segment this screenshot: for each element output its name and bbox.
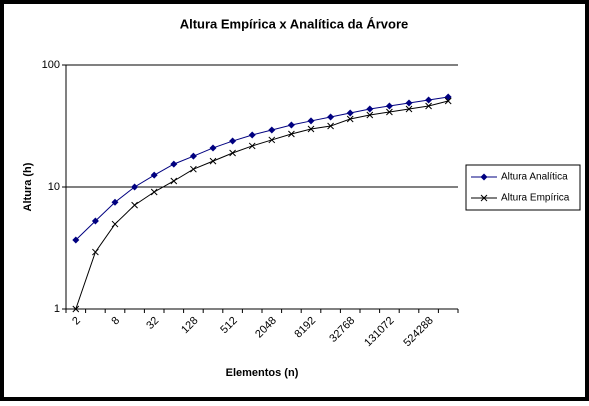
marker	[346, 115, 354, 123]
legend-label: Altura Analítica	[501, 172, 568, 183]
y-tick-label: 10	[48, 181, 60, 193]
marker	[425, 96, 433, 104]
legend	[465, 164, 581, 211]
marker	[425, 102, 432, 110]
marker	[170, 160, 178, 168]
marker	[307, 117, 315, 125]
marker	[327, 113, 335, 121]
legend-label: Altura Empírica	[501, 193, 570, 204]
marker	[327, 122, 334, 130]
marker	[189, 152, 197, 160]
marker	[405, 99, 413, 107]
marker	[170, 177, 178, 185]
marker	[405, 105, 413, 113]
marker	[248, 142, 256, 150]
marker	[307, 125, 315, 133]
marker	[248, 131, 256, 139]
marker	[229, 137, 237, 145]
marker	[91, 217, 99, 225]
marker	[111, 220, 119, 228]
marker	[385, 102, 393, 110]
series-line	[75, 96, 449, 241]
y-tick-label: 1	[54, 303, 60, 315]
series-line	[75, 100, 449, 310]
marker	[150, 171, 158, 179]
y-tick-label: 100	[42, 59, 60, 71]
marker	[287, 121, 295, 129]
marker	[131, 201, 138, 209]
x-axis-label: Elementos (n)	[226, 367, 299, 379]
y-axis-label: Altura (h)	[22, 162, 34, 211]
marker	[72, 236, 80, 244]
marker	[366, 111, 374, 119]
marker	[268, 136, 276, 144]
marker	[346, 109, 354, 117]
marker	[229, 149, 236, 157]
marker	[111, 198, 119, 206]
marker	[209, 144, 217, 152]
marker	[386, 108, 393, 116]
chart-title: Altura Empírica x Analítica da Árvore	[180, 16, 409, 31]
marker	[288, 130, 295, 138]
marker	[444, 97, 452, 105]
marker	[366, 105, 374, 113]
marker	[150, 188, 158, 196]
marker	[92, 248, 99, 256]
legend-marker	[480, 173, 488, 181]
marker	[268, 126, 276, 134]
legend-marker	[480, 194, 488, 202]
marker	[72, 305, 80, 313]
marker	[190, 165, 197, 173]
marker	[131, 183, 139, 191]
marker	[209, 157, 217, 165]
